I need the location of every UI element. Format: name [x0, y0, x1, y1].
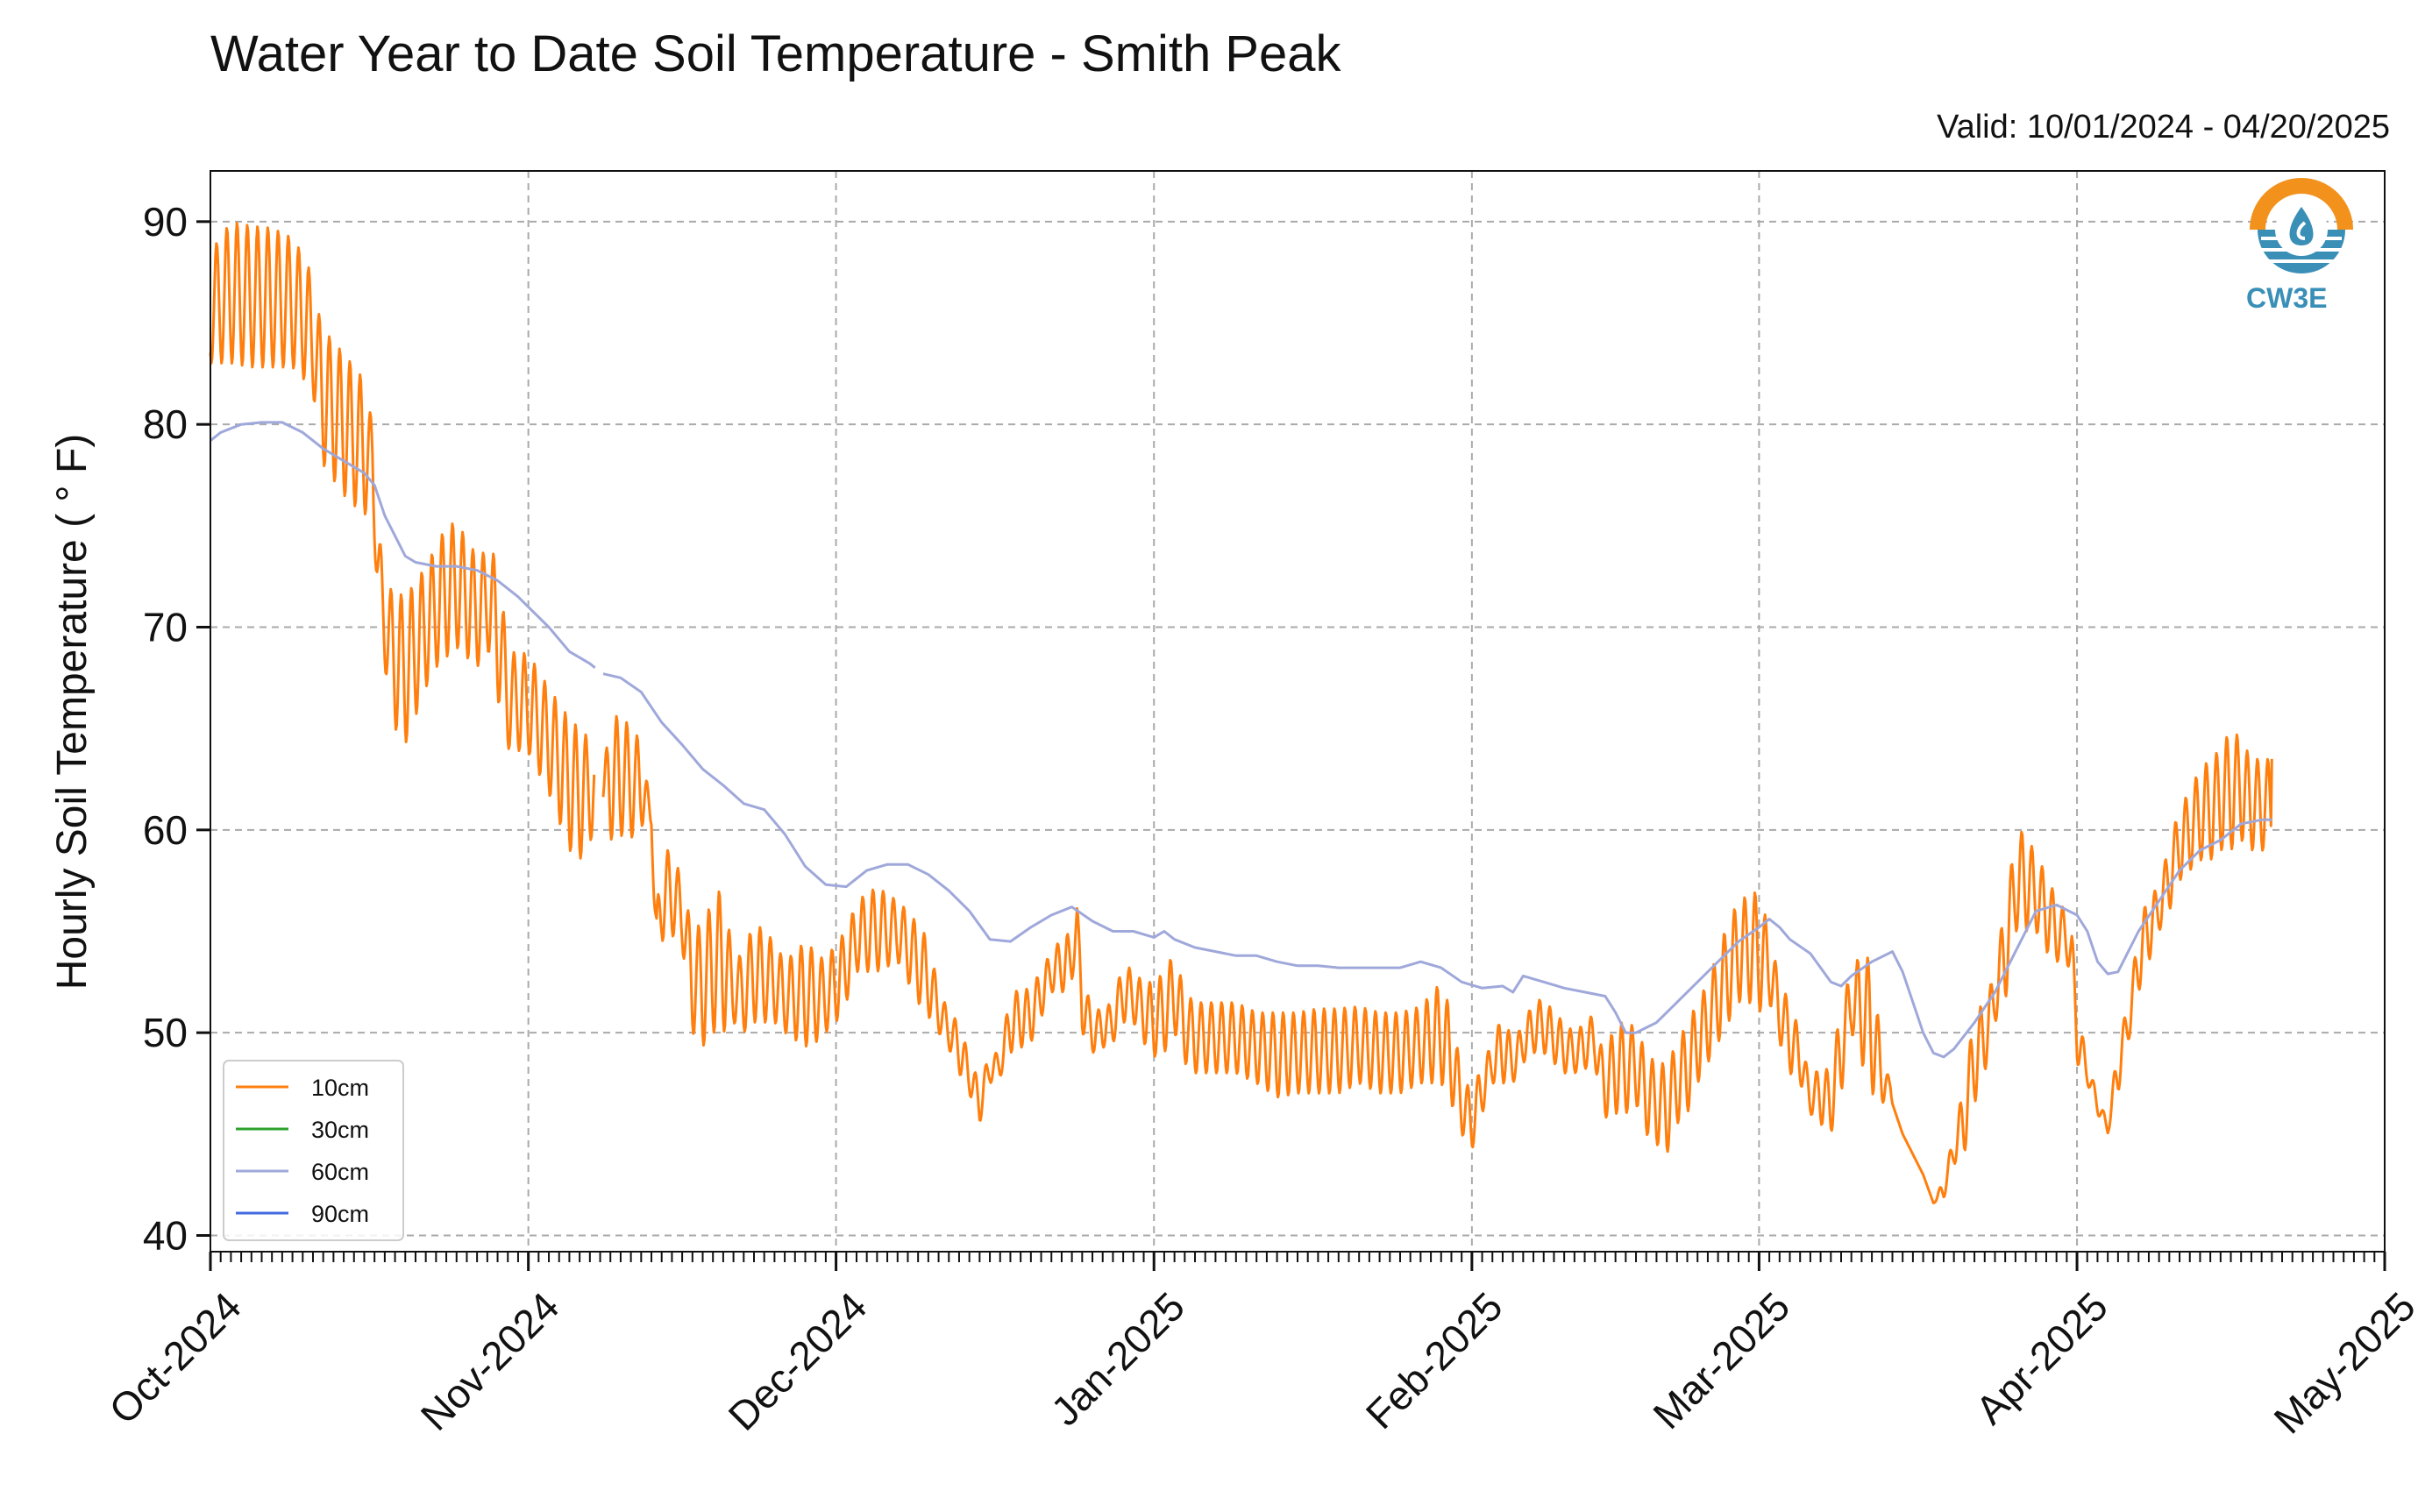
- chart-axes: 40 50 60 70 80 90 Oct-2024 Nov-2024 Dec-2024 Jan-…: [100, 199, 2418, 1443]
- legend-label: 90cm: [311, 1201, 369, 1227]
- y-tick-label: 90: [143, 199, 188, 245]
- chart-legend: 10cm 30cm 60cm 90cm: [223, 1060, 404, 1241]
- x-tick-label: Feb-2025: [1357, 1283, 1511, 1437]
- series-line-10cm: [209, 222, 2273, 1204]
- cw3e-logo-icon: [2250, 178, 2353, 273]
- y-tick-label: 50: [143, 1010, 188, 1055]
- y-tick-label: 60: [143, 807, 188, 853]
- legend-label: 10cm: [311, 1075, 369, 1101]
- valid-date-range: Valid: 10/01/2024 - 04/20/2025: [1937, 109, 2390, 146]
- x-tick-label: Jan-2025: [1042, 1283, 1193, 1434]
- y-tick-label: 70: [143, 604, 188, 650]
- logo-text: CW3E: [2246, 282, 2328, 314]
- x-tick-label: May-2025: [2265, 1283, 2418, 1442]
- x-tick-label: Nov-2024: [412, 1283, 568, 1439]
- plot-series: [209, 222, 2273, 1204]
- x-tick-label: Mar-2025: [1644, 1283, 1798, 1437]
- legend-label: 30cm: [311, 1117, 369, 1143]
- chart-title: Water Year to Date Soil Temperature - Sm…: [210, 25, 1341, 82]
- legend-box: [223, 1060, 404, 1241]
- x-tick-label: Dec-2024: [720, 1283, 876, 1439]
- y-tick-label: 40: [143, 1212, 188, 1258]
- x-tick-label: Apr-2025: [1966, 1283, 2116, 1433]
- series-line-60cm: [210, 421, 2272, 1059]
- y-tick-label: 80: [143, 401, 188, 447]
- x-tick-label: Oct-2024: [100, 1283, 250, 1433]
- y-axis-label: Hourly Soil Temperature ( ° F): [49, 433, 96, 990]
- legend-label: 60cm: [311, 1159, 369, 1185]
